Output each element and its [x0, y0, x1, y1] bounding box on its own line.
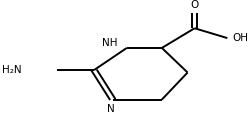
- Text: H₂N: H₂N: [2, 65, 21, 75]
- Text: NH: NH: [102, 38, 118, 48]
- Text: O: O: [190, 0, 199, 10]
- Text: N: N: [106, 105, 114, 114]
- Text: OH: OH: [232, 33, 248, 43]
